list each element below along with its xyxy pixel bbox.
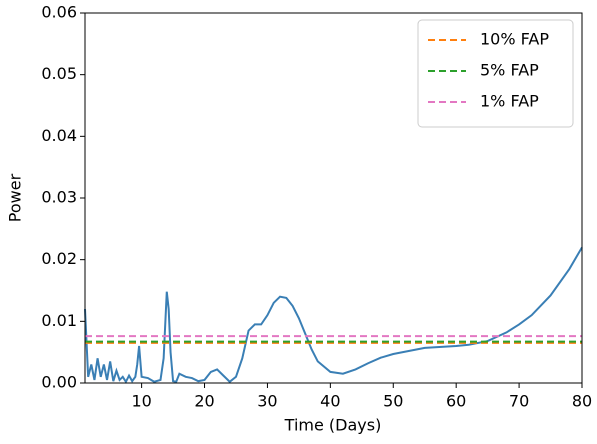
data-line — [84, 246, 583, 384]
x-tick-label: 10 — [131, 392, 151, 411]
legend-label: 1% FAP — [480, 92, 539, 111]
x-tick-label: 30 — [257, 392, 277, 411]
x-axis-label: Time (Days) — [284, 416, 382, 435]
plot-frame — [84, 12, 583, 384]
y-tick-label: 0.05 — [41, 64, 77, 83]
y-tick-label: 0.02 — [41, 249, 77, 268]
y-tick-label: 0.04 — [41, 126, 77, 145]
x-tick-label: 70 — [509, 392, 529, 411]
x-tick-label: 50 — [383, 392, 403, 411]
x-tick-label: 40 — [320, 392, 340, 411]
y-tick-label: 0.01 — [41, 311, 77, 330]
y-tick-label: 0.06 — [41, 3, 77, 22]
y-axis-label: Power — [6, 173, 25, 222]
x-tick-label: 20 — [194, 392, 214, 411]
legend-label: 10% FAP — [480, 30, 549, 49]
x-tick-label: 60 — [446, 392, 466, 411]
x-tick-label: 80 — [572, 392, 592, 411]
y-tick-label: 0.03 — [41, 188, 77, 207]
legend-label: 5% FAP — [480, 61, 539, 80]
y-tick-label: 0.00 — [41, 373, 77, 392]
legend-box — [417, 19, 574, 128]
